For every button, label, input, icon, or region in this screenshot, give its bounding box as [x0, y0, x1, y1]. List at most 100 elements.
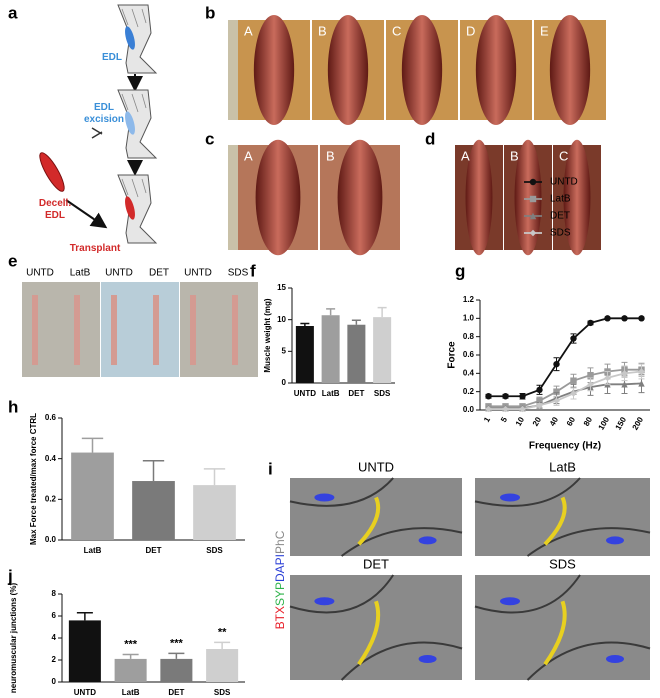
stain-label: UNTD — [358, 459, 394, 474]
photo-label: UNTD — [105, 268, 133, 279]
legend-marker — [529, 178, 537, 186]
x-tick-label: SDS — [206, 546, 223, 555]
y-tick-label: 0.6 — [463, 350, 475, 359]
x-tick-label: LatB — [84, 546, 102, 555]
x-tick-label: 150 — [614, 415, 629, 432]
point — [553, 360, 560, 368]
x-tick-label: DET — [168, 688, 184, 697]
photo-label: B — [326, 148, 335, 163]
photo-label: B — [318, 23, 327, 38]
error-bar — [300, 322, 310, 326]
ruler — [228, 20, 238, 120]
nucleus — [500, 493, 520, 502]
x-tick-label: 1 — [482, 415, 492, 424]
photo-label: A — [461, 148, 470, 163]
error-bar — [214, 641, 231, 649]
x-tick-label: DET — [146, 546, 162, 555]
bar — [206, 649, 239, 682]
photo-muscle — [255, 139, 301, 256]
point — [621, 370, 628, 377]
bar — [114, 658, 147, 682]
cell-outline — [474, 477, 651, 557]
legend-marker — [529, 229, 537, 237]
bar — [295, 326, 314, 383]
y-tick-label: 5 — [282, 346, 287, 355]
photo-label: SDS — [228, 268, 249, 279]
y-tick-label: 15 — [277, 283, 286, 292]
point — [485, 405, 492, 413]
panel-letter: i — [268, 459, 273, 478]
legend-label: DET — [550, 211, 570, 222]
y-axis-title: Muscle weight (mg) — [263, 298, 272, 373]
nucleus — [606, 536, 624, 545]
y-tick-label: 6 — [52, 611, 57, 620]
error-bar — [377, 306, 387, 318]
channel-label: BTXSYPDAPIPhC — [273, 530, 287, 629]
bar — [321, 315, 340, 383]
muscle-strip — [153, 295, 159, 365]
point — [621, 315, 628, 322]
point — [638, 380, 645, 387]
legend-marker — [529, 195, 537, 203]
y-tick-label: 4 — [52, 633, 57, 642]
bar — [132, 481, 175, 540]
junction — [357, 496, 381, 546]
muscle-strip — [32, 295, 38, 365]
stain-label: DET — [363, 556, 389, 571]
legend-label: UNTD — [550, 177, 578, 188]
y-axis-title: Max Force treated/max force CTRL — [29, 413, 38, 545]
x-tick-label: LatB — [322, 389, 340, 398]
bar — [160, 658, 193, 682]
y-tick-label: 0 — [282, 378, 287, 387]
photo-muscle — [514, 139, 542, 256]
y-tick-label: 8 — [52, 589, 57, 598]
photo-label: E — [540, 23, 549, 38]
y-tick-label: 0.0 — [45, 535, 57, 544]
x-tick-label: 40 — [548, 415, 561, 428]
significance: ** — [218, 626, 227, 638]
point — [536, 386, 543, 394]
significance: *** — [124, 638, 138, 650]
channel-name: DAPI — [273, 554, 287, 582]
error-bar — [81, 437, 104, 453]
point — [519, 405, 526, 413]
series-line — [488, 317, 642, 398]
point — [553, 388, 560, 395]
y-tick-label: 0 — [52, 677, 57, 686]
x-tick-label: LatB — [122, 688, 140, 697]
bar — [71, 452, 114, 540]
photo-label: UNTD — [184, 268, 212, 279]
channel-name: PhC — [273, 530, 287, 554]
photo-muscle — [253, 15, 295, 125]
x-tick-label: 20 — [531, 415, 544, 428]
point — [587, 319, 594, 327]
panel-letter: d — [425, 129, 435, 148]
significance: *** — [170, 637, 184, 649]
panel-letter: h — [8, 397, 18, 416]
muscle-strip — [190, 295, 196, 365]
photo-label: C — [559, 148, 568, 163]
cell-outline — [474, 574, 651, 681]
point — [621, 381, 628, 388]
photo-label: D — [466, 23, 475, 38]
series-line — [488, 368, 642, 408]
point — [536, 402, 543, 409]
photo-label: A — [244, 23, 253, 38]
point — [536, 397, 543, 405]
y-tick-label: 1.0 — [463, 313, 475, 322]
point — [587, 381, 594, 388]
nucleus — [418, 655, 437, 663]
schematic-label: Decell. EDL — [38, 198, 72, 221]
point — [485, 393, 492, 400]
stain-label: LatB — [549, 459, 576, 474]
muscle-strip — [74, 295, 80, 365]
error-bar — [203, 468, 226, 486]
photos: A B C D E A B A B C UNTD LatB UNTD DET UNTD SDS — [22, 15, 606, 377]
y-tick-label: 10 — [277, 315, 286, 324]
error-bar — [76, 611, 93, 621]
photo-muscle — [465, 139, 493, 256]
y-tick-label: 0.0 — [463, 405, 475, 414]
x-tick-label: 10 — [514, 415, 527, 428]
error-bar — [168, 652, 185, 659]
nucleus — [606, 655, 624, 663]
